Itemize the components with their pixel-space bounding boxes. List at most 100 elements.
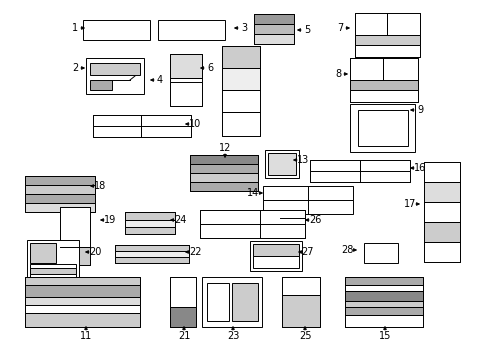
Bar (345, 301, 422, 307)
Bar (170, 277, 196, 327)
Bar (93, 126, 141, 137)
Text: 16: 16 (413, 163, 425, 173)
Bar (282, 295, 319, 327)
Bar (222, 46, 260, 136)
Bar (158, 20, 224, 40)
Bar (25, 277, 140, 285)
Text: 22: 22 (188, 247, 201, 257)
Bar (354, 13, 419, 57)
Bar (200, 210, 305, 224)
Text: 6: 6 (206, 63, 213, 73)
Bar (382, 58, 417, 80)
Bar (30, 268, 76, 274)
Text: 21: 21 (178, 331, 190, 341)
Bar (349, 104, 414, 152)
Bar (125, 227, 175, 234)
Bar (125, 220, 175, 227)
Bar (190, 155, 258, 191)
Text: 2: 2 (72, 63, 78, 73)
Bar (25, 176, 95, 185)
Bar (93, 115, 191, 137)
Text: 19: 19 (103, 215, 116, 225)
Bar (25, 277, 140, 327)
Text: 14: 14 (246, 188, 259, 198)
Bar (345, 315, 422, 327)
Bar (345, 277, 422, 327)
Bar (170, 54, 202, 78)
Bar (115, 245, 189, 263)
Bar (359, 160, 409, 171)
Bar (25, 313, 140, 327)
Text: 17: 17 (403, 199, 415, 209)
Bar (349, 58, 417, 102)
Bar (357, 110, 407, 146)
Bar (423, 242, 459, 262)
Text: 20: 20 (89, 247, 101, 257)
Bar (282, 277, 319, 295)
Text: 10: 10 (188, 119, 201, 129)
Bar (115, 245, 189, 251)
Bar (170, 54, 202, 106)
Bar (253, 14, 293, 24)
Bar (252, 256, 298, 268)
Bar (170, 277, 196, 307)
Bar (263, 200, 352, 214)
Bar (125, 212, 175, 234)
Text: 15: 15 (378, 331, 390, 341)
Bar (252, 244, 298, 256)
Text: 9: 9 (416, 105, 422, 115)
Bar (25, 185, 95, 194)
Text: 27: 27 (301, 247, 314, 257)
Bar (200, 224, 305, 238)
Bar (249, 241, 302, 271)
Bar (354, 35, 419, 45)
Bar (170, 307, 196, 327)
Bar (206, 283, 228, 321)
Bar (190, 155, 258, 164)
Bar (423, 222, 459, 242)
Bar (141, 115, 191, 126)
Text: 11: 11 (80, 331, 92, 341)
Bar (309, 160, 409, 182)
Bar (349, 90, 417, 102)
Text: 8: 8 (334, 69, 340, 79)
Bar (30, 264, 76, 280)
Bar (222, 68, 260, 90)
Bar (253, 34, 293, 44)
Bar (253, 24, 293, 34)
Bar (25, 297, 140, 305)
Bar (202, 277, 262, 327)
Text: 4: 4 (157, 75, 163, 85)
Bar (200, 210, 305, 238)
Bar (423, 162, 459, 262)
Bar (190, 164, 258, 173)
Bar (90, 80, 112, 90)
Bar (222, 90, 260, 112)
Text: 26: 26 (308, 215, 321, 225)
Bar (125, 212, 175, 220)
Bar (354, 45, 419, 57)
Bar (115, 251, 189, 257)
Bar (25, 194, 95, 203)
Text: 28: 28 (340, 245, 352, 255)
Bar (25, 176, 95, 212)
Bar (423, 182, 459, 202)
Bar (264, 150, 298, 178)
Bar (231, 283, 258, 321)
Bar (90, 63, 140, 75)
Bar (363, 243, 397, 263)
Bar (60, 207, 90, 247)
Text: 23: 23 (226, 331, 239, 341)
Bar (349, 80, 417, 90)
Bar (349, 58, 382, 80)
Bar (25, 305, 140, 313)
Bar (60, 207, 90, 265)
Bar (222, 46, 260, 68)
Bar (282, 277, 319, 327)
Text: 25: 25 (298, 331, 311, 341)
Text: 5: 5 (303, 25, 309, 35)
Text: 24: 24 (173, 215, 186, 225)
Text: 7: 7 (336, 23, 343, 33)
Bar (190, 182, 258, 191)
Bar (345, 285, 422, 291)
